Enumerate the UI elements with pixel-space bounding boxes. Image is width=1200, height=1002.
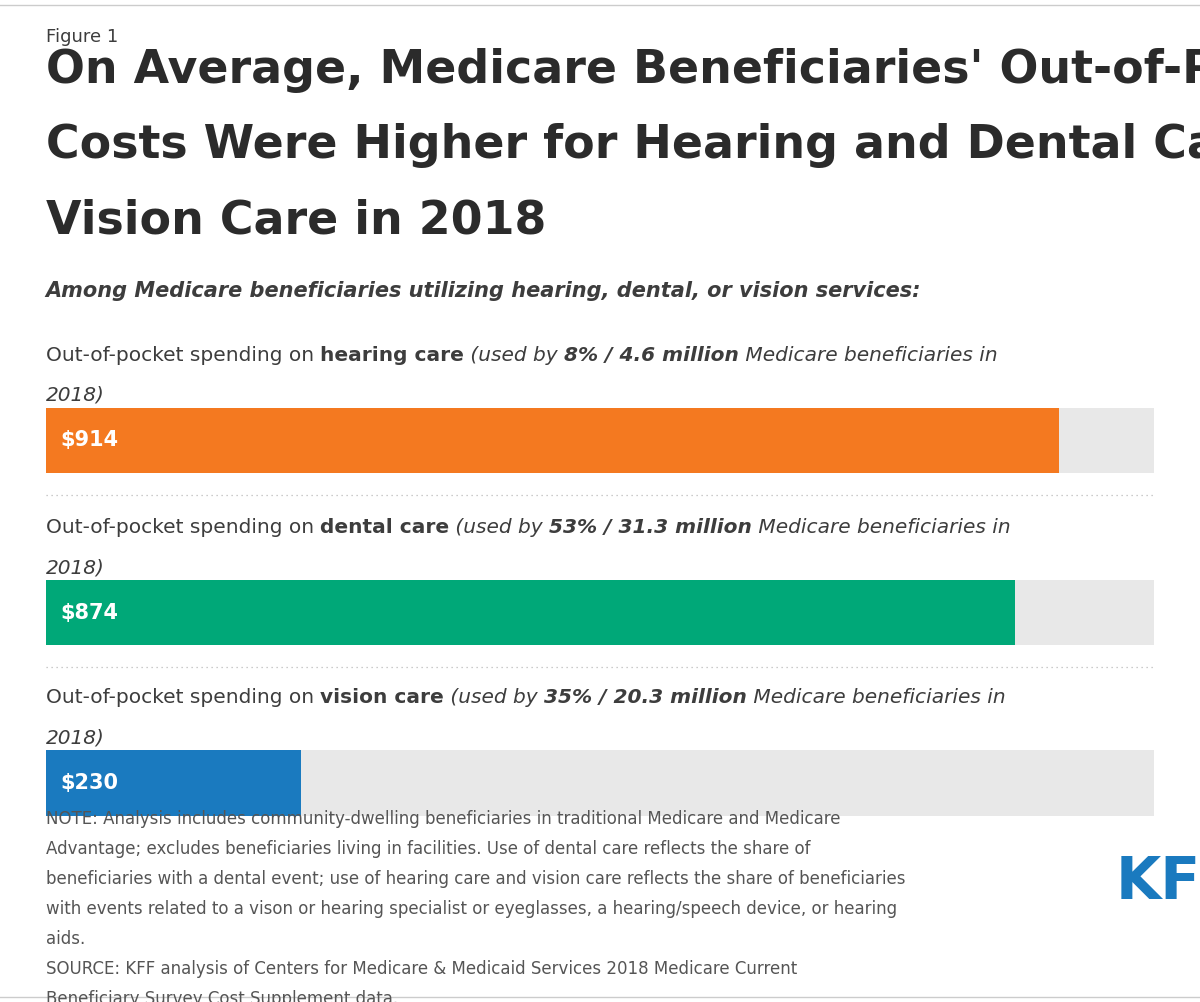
FancyBboxPatch shape: [46, 408, 1060, 473]
Text: with events related to a vison or hearing specialist or eyeglasses, a hearing/sp: with events related to a vison or hearin…: [46, 900, 896, 918]
Text: $230: $230: [60, 774, 118, 793]
Text: beneficiaries with a dental event; use of hearing care and vision care reflects : beneficiaries with a dental event; use o…: [46, 870, 905, 888]
Text: NOTE: Analysis includes community-dwelling beneficiaries in traditional Medicare: NOTE: Analysis includes community-dwelli…: [46, 810, 840, 828]
Text: hearing care: hearing care: [320, 346, 464, 365]
Text: Among Medicare beneficiaries utilizing hearing, dental, or vision services:: Among Medicare beneficiaries utilizing h…: [46, 281, 922, 301]
Text: $914: $914: [60, 431, 118, 450]
Text: 2018): 2018): [46, 728, 104, 747]
Text: KFF: KFF: [1116, 854, 1200, 911]
Text: (used by: (used by: [449, 518, 550, 537]
Text: Medicare beneficiaries in: Medicare beneficiaries in: [752, 518, 1010, 537]
FancyBboxPatch shape: [46, 580, 1015, 645]
Text: 35% / 20.3 million: 35% / 20.3 million: [544, 688, 746, 707]
FancyBboxPatch shape: [46, 750, 1154, 816]
Text: On Average, Medicare Beneficiaries' Out-of-Pocket: On Average, Medicare Beneficiaries' Out-…: [46, 48, 1200, 93]
Text: (used by: (used by: [444, 688, 544, 707]
Text: Beneficiary Survey Cost Supplement data.: Beneficiary Survey Cost Supplement data.: [46, 990, 397, 1002]
Text: $874: $874: [60, 603, 118, 622]
Text: SOURCE: KFF analysis of Centers for Medicare & Medicaid Services 2018 Medicare C: SOURCE: KFF analysis of Centers for Medi…: [46, 960, 797, 978]
Text: Costs Were Higher for Hearing and Dental Care than: Costs Were Higher for Hearing and Dental…: [46, 123, 1200, 168]
Text: 2018): 2018): [46, 558, 104, 577]
Text: vision care: vision care: [320, 688, 444, 707]
FancyBboxPatch shape: [46, 750, 301, 816]
Text: Out-of-pocket spending on: Out-of-pocket spending on: [46, 518, 320, 537]
Text: Out-of-pocket spending on: Out-of-pocket spending on: [46, 346, 320, 365]
Text: Advantage; excludes beneficiaries living in facilities. Use of dental care refle: Advantage; excludes beneficiaries living…: [46, 840, 810, 858]
Text: 8% / 4.6 million: 8% / 4.6 million: [564, 346, 739, 365]
Text: dental care: dental care: [320, 518, 449, 537]
FancyBboxPatch shape: [46, 408, 1154, 473]
Text: (used by: (used by: [464, 346, 564, 365]
Text: Figure 1: Figure 1: [46, 28, 118, 46]
Text: Vision Care in 2018: Vision Care in 2018: [46, 198, 546, 243]
Text: aids.: aids.: [46, 930, 85, 948]
Text: 2018): 2018): [46, 386, 104, 405]
FancyBboxPatch shape: [46, 580, 1154, 645]
Text: Out-of-pocket spending on: Out-of-pocket spending on: [46, 688, 320, 707]
Text: Medicare beneficiaries in: Medicare beneficiaries in: [746, 688, 1006, 707]
Text: Medicare beneficiaries in: Medicare beneficiaries in: [739, 346, 997, 365]
Text: 53% / 31.3 million: 53% / 31.3 million: [550, 518, 752, 537]
